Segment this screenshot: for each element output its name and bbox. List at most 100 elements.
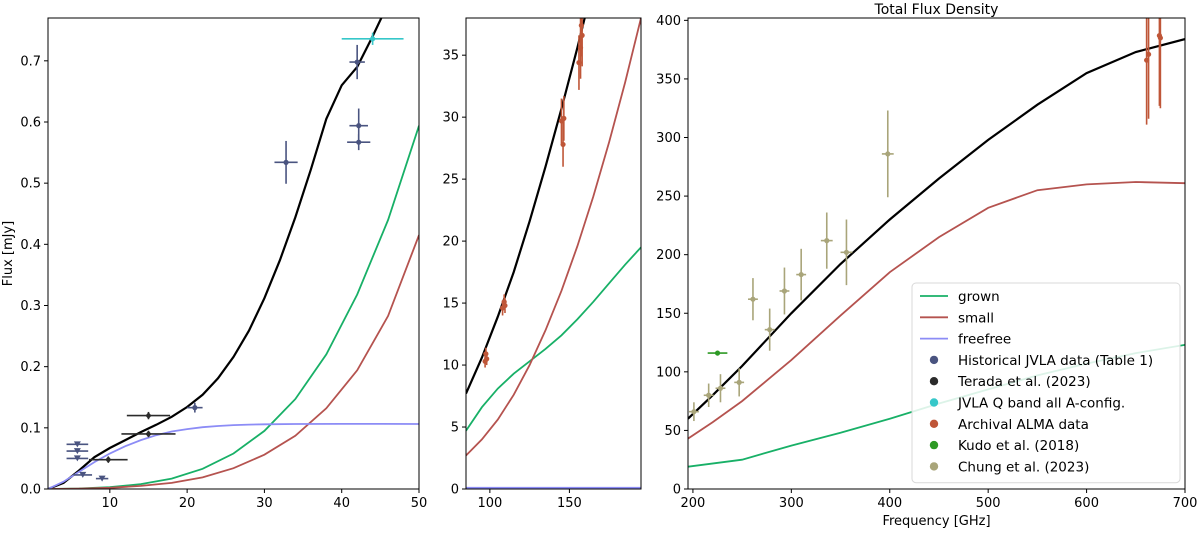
x-tick-label: 600 — [1074, 496, 1099, 511]
y-tick-label: 0 — [451, 483, 459, 498]
data-point — [354, 59, 360, 65]
data-point — [73, 455, 81, 462]
chart-title: Total Flux Density — [874, 2, 999, 18]
y-tick-label: 0.3 — [20, 299, 41, 314]
data-point — [484, 356, 490, 362]
data-point — [750, 296, 756, 302]
data-point — [706, 392, 712, 398]
y-tick-label: 0.6 — [20, 115, 41, 130]
data-point — [714, 350, 721, 356]
data-point — [73, 441, 81, 448]
series-line-small — [688, 181, 1185, 440]
data-point — [79, 471, 87, 478]
y-tick-label: 0.7 — [20, 54, 41, 69]
data-point — [73, 448, 81, 455]
axes-frame — [687, 17, 1186, 490]
y-tick-label: 300 — [656, 131, 681, 146]
y-tick-label: 150 — [656, 307, 681, 322]
y-tick-label: 15 — [442, 297, 459, 312]
data-point — [885, 151, 891, 157]
data-point — [767, 327, 773, 333]
data-point — [560, 141, 566, 148]
plot-area — [48, 18, 419, 489]
x-tick-label: 50 — [411, 496, 428, 511]
series-line-model — [48, 18, 383, 489]
legend-entry-label: Kudo et al. (2018) — [958, 438, 1079, 454]
legend-entry-label: Archival ALMA data — [958, 417, 1089, 433]
y-tick-label: 350 — [656, 72, 681, 87]
y-tick-label: 10 — [442, 359, 459, 374]
x-tick-label: 300 — [779, 496, 804, 511]
y-tick-label: 0 — [673, 483, 681, 498]
x-axis-label: Frequency [GHz] — [882, 514, 990, 529]
data-point — [370, 36, 376, 42]
series-points-chung — [688, 110, 894, 422]
y-tick-label: 250 — [656, 190, 681, 205]
legend-entry-label: JVLA Q band all A-config. — [957, 396, 1125, 412]
y-tick-label: 0.1 — [20, 421, 41, 436]
x-tick-label: 30 — [256, 496, 273, 511]
y-tick-label: 5 — [451, 421, 459, 436]
legend-swatch-dot — [929, 355, 939, 365]
data-point — [843, 249, 850, 255]
series-line-small — [466, 18, 641, 457]
y-tick-label: 30 — [442, 111, 459, 126]
legend: grown small freefree Historical JVLA data (… — [911, 282, 1181, 484]
x-tick-label: 150 — [557, 496, 582, 511]
legend-entry-label: Chung et al. (2023) — [958, 459, 1089, 475]
y-axis-label: Flux [mJy] — [1, 221, 16, 287]
series-points-alma — [1144, 18, 1163, 125]
y-tick-label: 0.4 — [20, 238, 41, 253]
series-points-terada — [88, 411, 176, 464]
legend-box — [911, 282, 1181, 484]
data-point — [717, 385, 724, 391]
data-point — [798, 271, 804, 278]
legend-entry-label: Historical JVLA data (Table 1) — [958, 353, 1153, 369]
legend-entry-label: freefree — [958, 332, 1011, 348]
series-line-freefree — [48, 423, 419, 489]
legend-entry-label: grown — [958, 289, 1000, 305]
y-tick-label: 0.0 — [20, 483, 41, 498]
legend-swatch-dot — [929, 440, 939, 450]
x-tick-label: 500 — [976, 496, 1001, 511]
series-line-grown — [466, 246, 641, 432]
series-line-model — [466, 18, 586, 395]
series-line-grown — [48, 125, 419, 489]
series-points-qband — [341, 32, 404, 45]
data-point — [105, 456, 112, 464]
series-points-kudo — [707, 350, 728, 356]
data-point — [283, 159, 289, 165]
data-point — [736, 379, 742, 385]
x-tick-label: 200 — [681, 496, 706, 511]
y-tick-label: 20 — [442, 235, 459, 250]
data-point — [691, 409, 697, 415]
y-tick-label: 100 — [656, 365, 681, 380]
y-tick-label: 400 — [656, 14, 681, 29]
data-point — [356, 123, 362, 129]
panel-left: 10 20 30 40 50 0.0 0.1 0.2 0.3 0.4 0.5 0.6 0.7 Flux [… — [1, 17, 428, 511]
legend-entry-label: small — [958, 310, 994, 326]
x-tick-label: 20 — [179, 496, 196, 511]
data-point — [1145, 51, 1152, 57]
series-points-alma — [482, 18, 585, 368]
legend-swatch-dot — [929, 398, 939, 407]
data-point — [561, 115, 567, 121]
y-tick-label: 50 — [664, 424, 681, 439]
legend-swatch-dot — [929, 419, 939, 428]
y-tick-label: 25 — [442, 173, 459, 188]
plot-area — [466, 18, 641, 489]
y-tick-label: 0.5 — [20, 177, 41, 192]
data-point — [579, 32, 585, 38]
legend-swatch-dot — [929, 462, 939, 471]
series-line-small — [48, 234, 419, 489]
axes-frame — [465, 17, 642, 490]
x-tick-label: 10 — [102, 496, 119, 511]
data-point — [1157, 35, 1163, 41]
data-point — [145, 412, 152, 420]
data-point — [781, 288, 788, 294]
x-tick-label: 400 — [877, 496, 902, 511]
data-point — [502, 302, 508, 309]
